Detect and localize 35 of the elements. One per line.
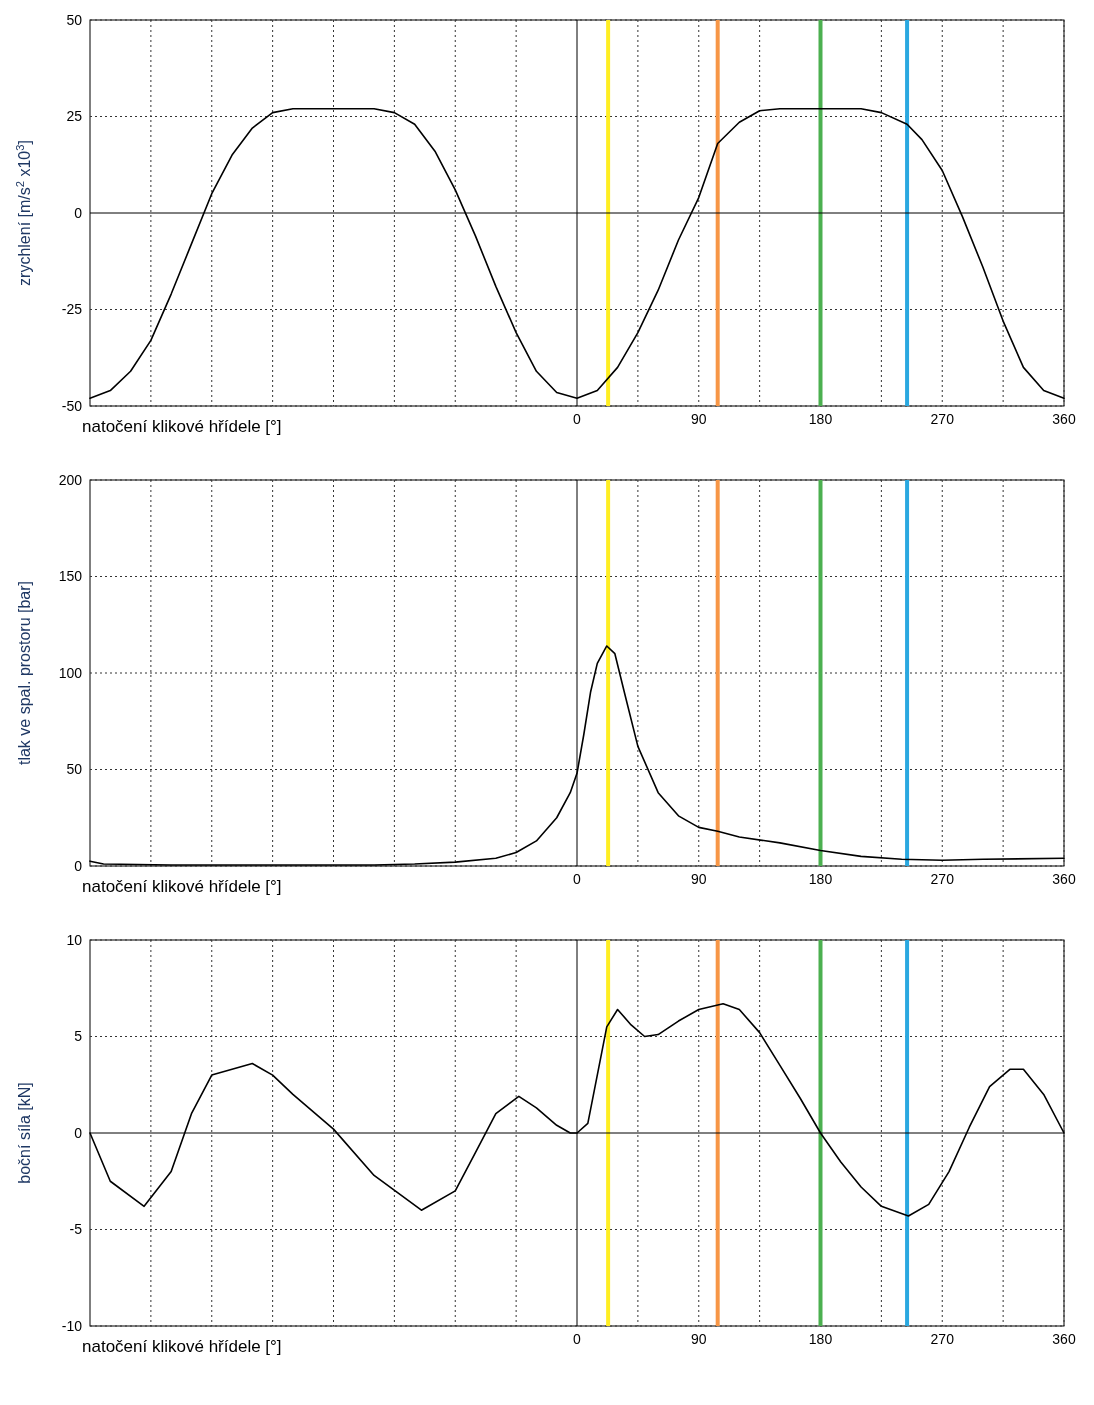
y-tick-label: -10 [61,1317,83,1334]
x-axis-title: natočení klikové hřídele [°] [82,877,282,896]
y-tick-label: 0 [74,1124,83,1141]
x-tick-label: 360 [1052,411,1076,427]
y-tick-label: 10 [66,931,83,948]
x-tick-label: 0 [573,1331,582,1347]
x-tick-label: 180 [808,1331,833,1347]
x-tick-label: 0 [573,411,582,427]
x-axis-title: natočení klikové hřídele [°] [82,417,282,436]
x-tick-label: 270 [930,1331,955,1347]
y-tick-label: 50 [66,11,83,28]
x-tick-label: 90 [690,1331,707,1347]
y-tick-label: 0 [74,857,83,874]
y-tick-label: -25 [61,301,83,318]
y-tick-label: 200 [58,471,83,488]
x-tick-label: 180 [808,871,833,887]
y-tick-label: -5 [69,1221,83,1238]
y-axis-title: boční síla [kN] [16,1082,33,1184]
y-tick-label: -50 [61,397,83,414]
y-tick-label: 5 [74,1028,83,1045]
x-tick-label: 360 [1052,1331,1076,1347]
x-tick-label: 270 [930,871,955,887]
x-axis-title: natočení klikové hřídele [°] [82,1337,282,1356]
y-axis-title: tlak ve spal. prostoru [bar] [16,580,33,766]
x-tick-label: 0 [573,871,582,887]
x-tick-label: 180 [808,411,833,427]
x-tick-label: 90 [690,411,707,427]
x-tick-label: 270 [930,411,955,427]
y-tick-label: 0 [74,204,83,221]
y-tick-label: 50 [66,761,83,778]
x-tick-label: 90 [690,871,707,887]
x-tick-label: 360 [1052,871,1076,887]
y-tick-label: 25 [66,108,83,125]
y-tick-label: 150 [58,568,83,585]
y-tick-label: 100 [58,664,83,681]
